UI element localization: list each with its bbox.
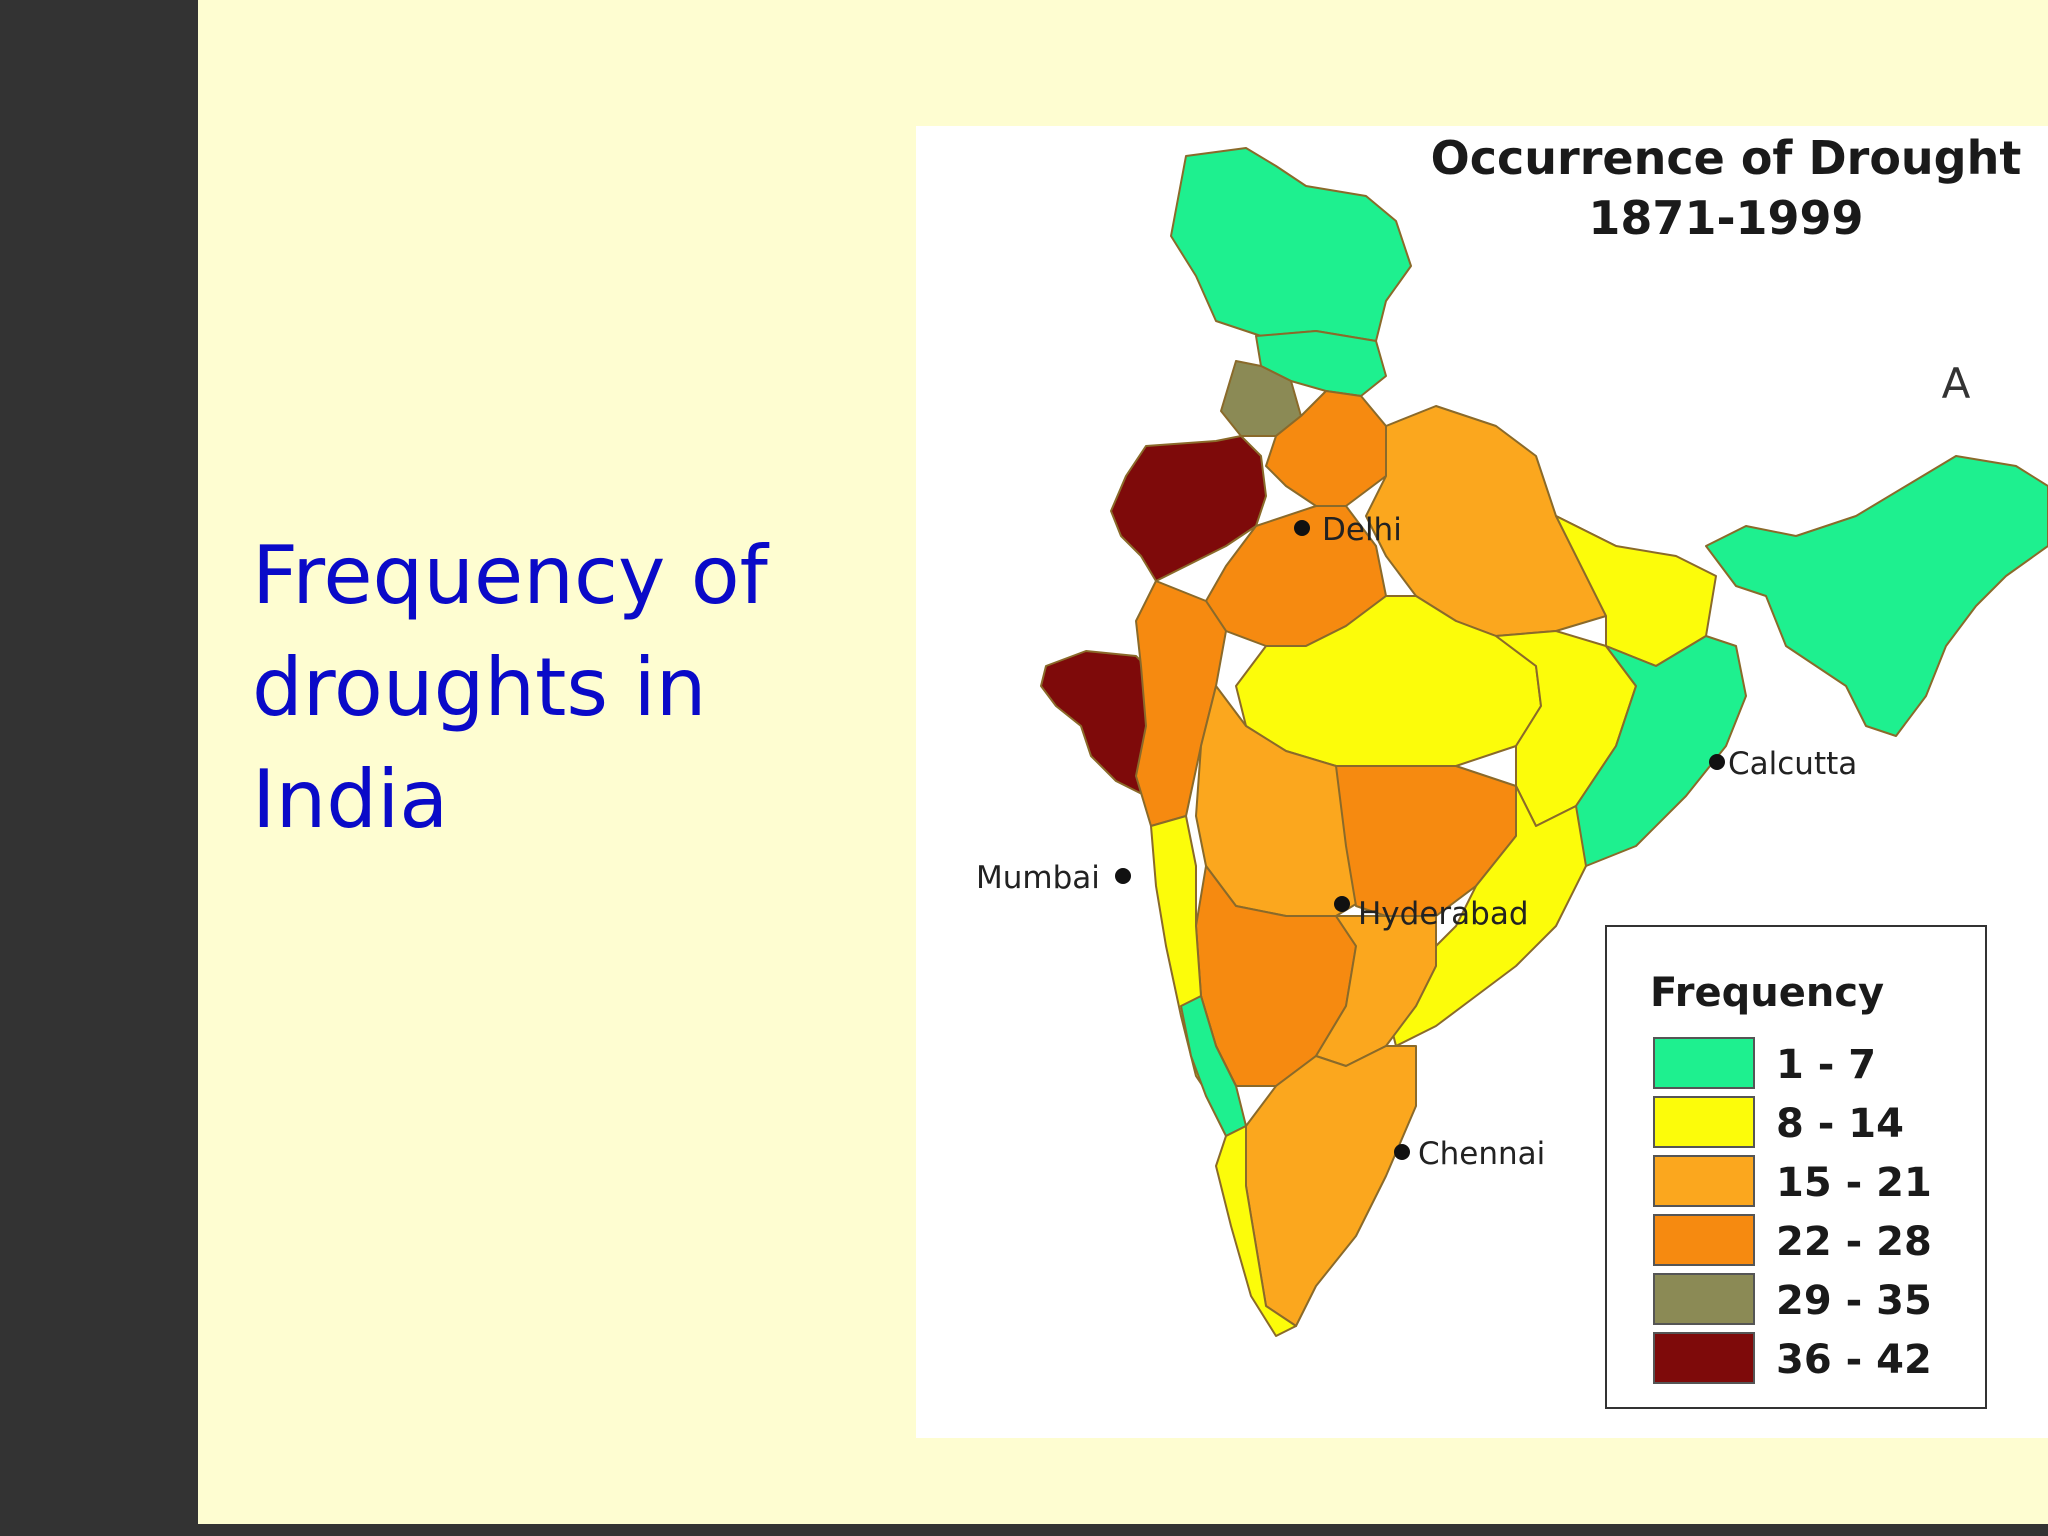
legend-label-5: 29 - 35 xyxy=(1776,1278,1932,1324)
city-label-mumbai: Mumbai xyxy=(976,860,1100,896)
legend-title: Frequency xyxy=(1650,970,1884,1016)
legend-swatch-2 xyxy=(1653,1096,1755,1148)
region-andhra-coast xyxy=(1385,785,1587,1047)
city-label-chennai: Chennai xyxy=(1418,1136,1545,1172)
legend-swatch-4 xyxy=(1653,1214,1755,1266)
city-marker-calcutta xyxy=(1709,754,1725,770)
legend-label-1: 1 - 7 xyxy=(1776,1042,1876,1088)
map-regions xyxy=(1040,147,2048,1337)
city-marker-hyderabad xyxy=(1334,896,1350,912)
drought-map-image: Occurrence of Drought 1871-1999 A Delhi … xyxy=(916,126,2048,1438)
legend-label-2: 8 - 14 xyxy=(1776,1101,1904,1147)
city-label-calcutta: Calcutta xyxy=(1728,746,1857,782)
slide-title: Frequency of droughts in India xyxy=(252,529,768,846)
region-orissa-bengal xyxy=(1555,635,1747,867)
legend-label-3: 15 - 21 xyxy=(1776,1160,1932,1206)
region-rajasthan xyxy=(1110,435,1267,582)
city-marker-delhi xyxy=(1294,520,1310,536)
slide-left-bar xyxy=(0,0,198,1536)
city-label-hyderabad: Hyderabad xyxy=(1358,896,1529,932)
region-tamil-nadu xyxy=(1245,1045,1417,1327)
legend-swatch-6 xyxy=(1653,1332,1755,1384)
map-legend: Frequency 1 - 7 8 - 14 15 - 21 22 - 28 29 - … xyxy=(1605,925,1987,1409)
map-title-line1: Occurrence of Drought xyxy=(1431,131,2022,185)
north-arrow-icon: A xyxy=(1942,359,1971,408)
drought-map-svg: Occurrence of Drought 1871-1999 A Delhi … xyxy=(976,131,2048,1409)
region-jammu-kashmir xyxy=(1170,147,1412,342)
legend-label-4: 22 - 28 xyxy=(1776,1219,1932,1265)
slide-bottom-rule xyxy=(198,1524,2048,1536)
legend-items: 1 - 7 8 - 14 15 - 21 22 - 28 29 - 35 36 - 42 xyxy=(1653,1037,1932,1384)
city-label-delhi: Delhi xyxy=(1322,512,1402,548)
map-title-line2: 1871-1999 xyxy=(1588,191,1863,245)
legend-swatch-3 xyxy=(1653,1155,1755,1207)
legend-swatch-1 xyxy=(1653,1037,1755,1089)
region-north-east xyxy=(1705,455,2048,737)
region-kerala xyxy=(1215,1125,1297,1337)
city-marker-mumbai xyxy=(1115,868,1131,884)
legend-swatch-5 xyxy=(1653,1273,1755,1325)
city-marker-chennai xyxy=(1394,1144,1410,1160)
legend-label-6: 36 - 42 xyxy=(1776,1337,1932,1383)
